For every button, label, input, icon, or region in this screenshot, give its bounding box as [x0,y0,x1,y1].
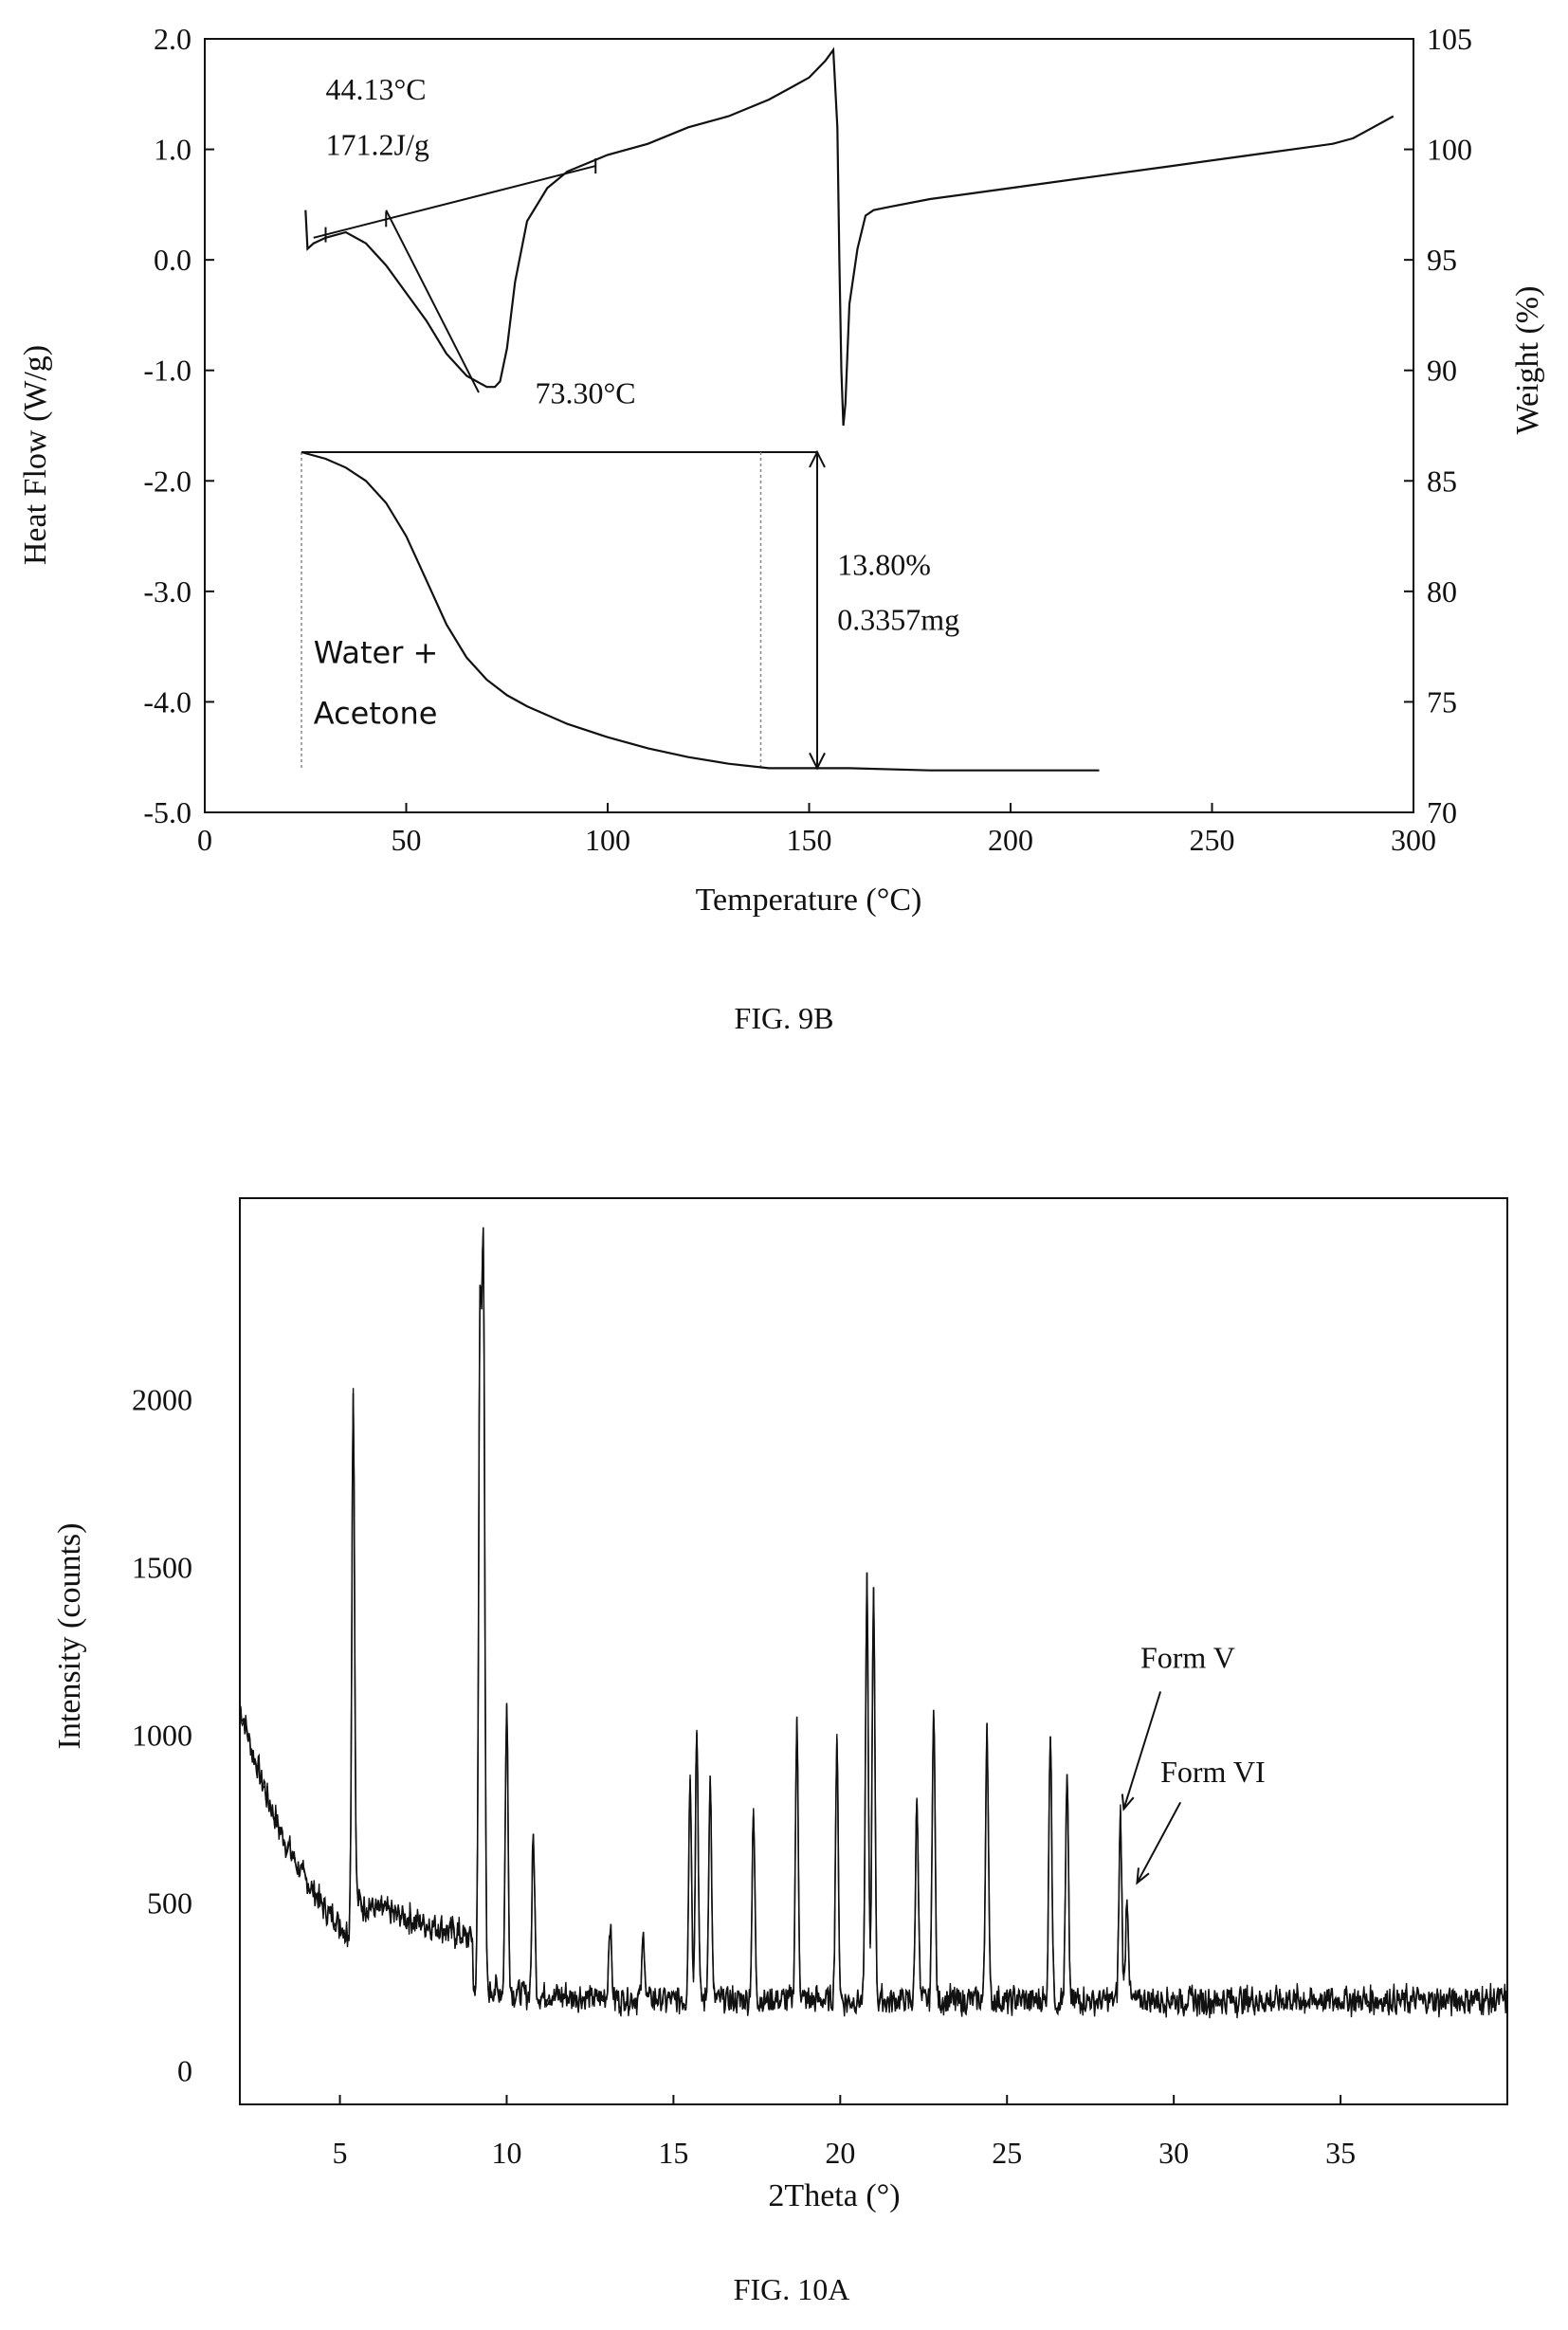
x-tick-label: 30 [1158,2136,1189,2170]
arrow-head [1121,1793,1135,1811]
y-tick-label: -5.0 [143,795,191,829]
x-tick-label: 25 [992,2136,1022,2170]
y2-axis-label: Weight (%) [1510,286,1545,435]
x-tick-label: 100 [585,823,630,857]
y-tick-label: -2.0 [143,464,191,498]
y-tick-label: 1000 [132,1719,192,1753]
onset-tangent [385,209,480,393]
arrow-head [1136,1867,1150,1885]
x-tick-label: 50 [392,823,422,857]
y-tick-label: 500 [147,1886,192,1920]
annotation-label: Acetone [314,696,438,732]
xrpd-pattern-line [239,1231,1508,2019]
figure-caption: FIG. 10A [734,2272,850,2306]
annotation-label: 0.3357mg [837,603,959,637]
y-tick-label: 2.0 [154,22,191,56]
y-tick-label: 0 [177,2054,192,2088]
y-tick-label: -1.0 [143,354,191,388]
x-tick-label: 15 [658,2136,688,2170]
x-tick-label: 10 [491,2136,521,2170]
y2-tick-label: 80 [1427,574,1457,609]
plot-frame [239,1197,1508,2105]
y-tick-label: 1.0 [154,133,191,167]
y2-tick-label: 95 [1427,243,1457,277]
x-tick-label: 150 [787,823,832,857]
weight-curve [301,450,1100,772]
dsc-baseline [313,165,596,239]
x-tick-label: 5 [333,2136,348,2170]
x-tick-label: 35 [1325,2136,1356,2170]
y2-tick-label: 85 [1427,464,1457,498]
annotation-label: Form VI [1160,1755,1266,1789]
x-axis-label: Temperature (°C) [696,883,922,918]
y-tick-label: 1500 [132,1550,192,1584]
annotation-label: 13.80% [837,547,931,581]
y-tick-label: -3.0 [143,574,191,609]
x-tick-label: 300 [1391,823,1436,857]
annotation-label: Form V [1140,1641,1235,1675]
annotation-arrow [1136,1801,1182,1884]
figure-caption: FIG. 9B [735,1001,834,1035]
y2-tick-label: 75 [1427,684,1457,719]
annotation-label: 171.2J/g [326,127,429,161]
y-tick-label: 0.0 [154,243,191,277]
annotation-arrow [1122,1691,1162,1810]
x-tick-label: 20 [825,2136,855,2170]
x-tick-label: 0 [197,823,212,857]
figure-9b: 0 50 100 150 200 250 300 2.0 1.0 0.0 -1.0 -2.0 -3.0… [0,0,1568,1062]
annotation-label: 73.30°C [536,376,636,410]
heat-flow-curve [304,46,1395,427]
y2-tick-label: 70 [1427,795,1457,829]
annotation-label: Water + [314,635,439,671]
dsc-tga-chart: 0 50 100 150 200 250 300 2.0 1.0 0.0 -1.0 -2.0 -3.0… [18,22,1545,1035]
x-tick-label: 200 [988,823,1033,857]
y-axis-label: Heat Flow (W/g) [18,345,53,565]
figure-10a: 5 10 15 20 25 30 35 0 500 1000 1500 2000 Form V For… [0,1166,1568,2330]
annotation-label: 44.13°C [326,72,427,106]
xrpd-chart: 5 10 15 20 25 30 35 0 500 1000 1500 2000 Form V For… [52,1197,1508,2306]
x-tick-label: 250 [1190,823,1235,857]
y-tick-label: 2000 [132,1382,192,1416]
y2-tick-label: 90 [1427,354,1457,388]
y-axis-label: Intensity (counts) [52,1523,87,1750]
y2-tick-label: 105 [1427,22,1472,56]
x-axis-label: 2Theta (°) [768,2178,900,2213]
arrow-head-up [809,449,826,468]
y2-tick-label: 100 [1427,133,1472,167]
y-tick-label: -4.0 [143,684,191,719]
